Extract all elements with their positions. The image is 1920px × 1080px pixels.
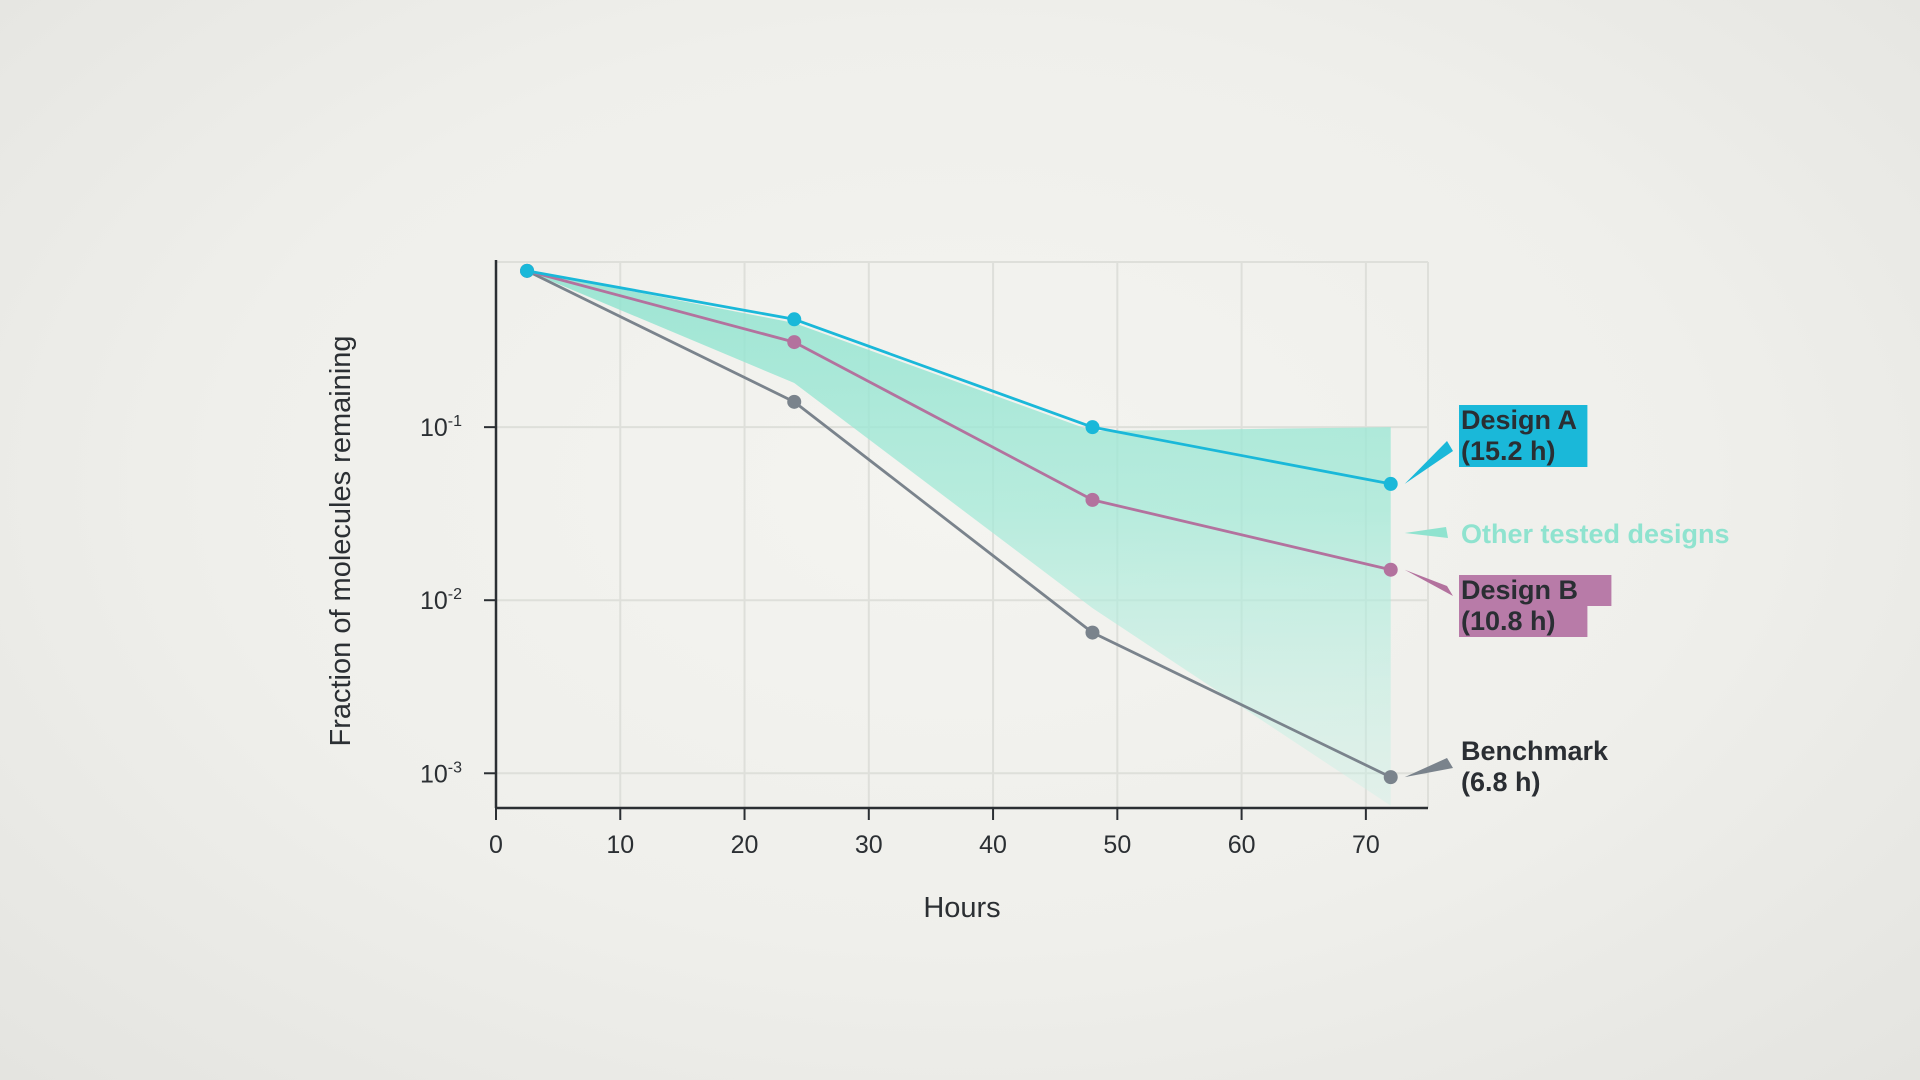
series-label-pointer <box>1404 569 1453 596</box>
data-point-design-b <box>1085 492 1100 507</box>
series-line-benchmark <box>526 269 1392 779</box>
series-label-line: (15.2 h) <box>1461 436 1556 466</box>
y-tick-base: 10 <box>420 414 448 442</box>
x-tick-label: 0 <box>489 831 503 859</box>
band-area <box>527 270 1391 806</box>
y-axis-title: Fraction of molecules remaining <box>325 335 357 746</box>
series-label-box <box>1459 405 1588 436</box>
series-label-line: Design B <box>1461 575 1578 605</box>
series-label-box <box>1459 575 1612 606</box>
series <box>520 263 1398 785</box>
y-tick-label: 10-2 <box>420 586 462 615</box>
data-point-benchmark <box>1085 625 1100 640</box>
x-tick-label: 70 <box>1352 831 1380 859</box>
axes: 0 10 20 30 40 50 60 7010-110-210-3HoursFraction… <box>325 260 1428 924</box>
series-label-box <box>1459 436 1588 467</box>
data-point-design-a <box>520 263 535 278</box>
band-label-pointer <box>1404 527 1448 538</box>
series-label-line: (6.8 h) <box>1461 767 1541 797</box>
series-label-line: (10.8 h) <box>1461 606 1556 636</box>
data-point-design-a <box>1383 476 1398 491</box>
y-tick-label: 10-3 <box>420 759 462 788</box>
series-line-design-a <box>526 269 1391 486</box>
x-tick-label: 40 <box>979 831 1007 859</box>
y-tick-exponent: -3 <box>448 759 462 776</box>
series-label-benchmark: Benchmark (6.8 h) <box>1461 736 1609 797</box>
series-labels: Design A (15.2 h) Design B (10.8 h) Benchmar… <box>1404 405 1730 797</box>
series-label-design-b: Design B (10.8 h) <box>1461 575 1578 636</box>
y-tick-base: 10 <box>420 587 448 615</box>
x-tick-label: 10 <box>606 831 634 859</box>
x-tick-label: 30 <box>855 831 883 859</box>
y-tick-label: 10-1 <box>420 413 462 442</box>
x-tick-label: 50 <box>1103 831 1131 859</box>
x-tick-label: 20 <box>731 831 759 859</box>
data-point-design-b <box>1383 562 1398 577</box>
series-label-box <box>1459 606 1588 637</box>
y-tick-exponent: -2 <box>448 586 462 603</box>
series-label-line: Design A <box>1461 405 1577 435</box>
data-point-design-b <box>787 335 802 350</box>
data-point-design-a <box>787 312 802 327</box>
y-tick-base: 10 <box>420 760 448 788</box>
data-point-benchmark <box>1383 770 1398 785</box>
series-label-pointer <box>1404 758 1453 778</box>
band-label: Other tested designs <box>1461 519 1730 549</box>
data-point-design-a <box>1085 420 1100 435</box>
series-label-design-a: Design A (15.2 h) <box>1461 405 1577 466</box>
series-line-design-b <box>526 269 1392 572</box>
series-label-line: Benchmark <box>1461 736 1609 766</box>
x-axis-title: Hours <box>923 892 1000 924</box>
y-tick-exponent: -1 <box>448 413 462 430</box>
other-designs-band <box>527 270 1391 806</box>
x-tick-label: 60 <box>1228 831 1256 859</box>
series-label-pointer <box>1404 441 1453 484</box>
data-point-benchmark <box>787 394 802 409</box>
